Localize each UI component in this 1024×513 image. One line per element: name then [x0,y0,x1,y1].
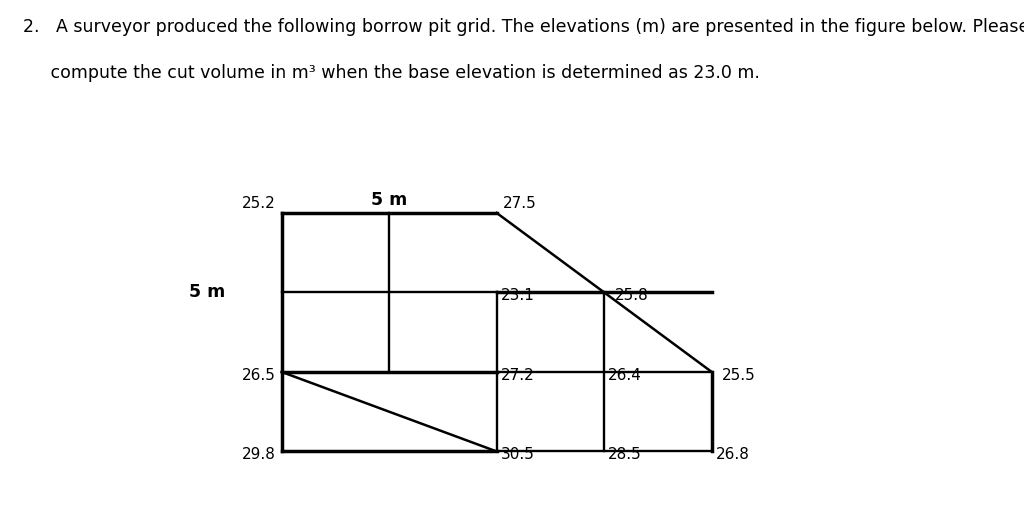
Text: 5 m: 5 m [371,191,408,209]
Text: 26.8: 26.8 [716,447,750,462]
Text: 26.4: 26.4 [608,367,642,383]
Text: 5 m: 5 m [189,283,225,302]
Text: 23.1: 23.1 [501,288,535,303]
Text: compute the cut volume in m³ when the base elevation is determined as 23.0 m.: compute the cut volume in m³ when the ba… [23,64,760,82]
Text: 25.2: 25.2 [242,196,275,211]
Text: 2.   A surveyor produced the following borrow pit grid. The elevations (m) are p: 2. A surveyor produced the following bor… [23,18,1024,36]
Text: 25.5: 25.5 [722,367,756,383]
Text: 30.5: 30.5 [501,447,535,462]
Text: 25.8: 25.8 [614,288,648,303]
Text: 27.5: 27.5 [503,196,537,211]
Text: 27.2: 27.2 [501,367,535,383]
Text: 29.8: 29.8 [242,447,275,462]
Text: 26.5: 26.5 [242,367,275,383]
Text: 28.5: 28.5 [608,447,642,462]
